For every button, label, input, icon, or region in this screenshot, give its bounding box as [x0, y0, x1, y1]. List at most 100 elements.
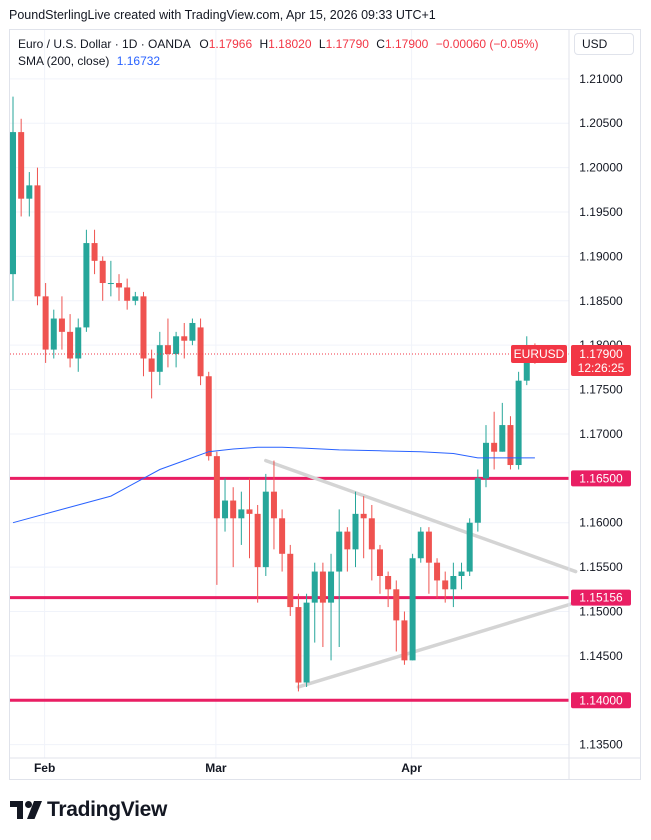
candle-body: [254, 513, 261, 568]
candle-body: [189, 322, 196, 341]
candle-body: [75, 327, 82, 359]
candle-body: [18, 132, 25, 199]
candle-body: [425, 531, 432, 563]
sma-200-line: [12, 446, 535, 524]
level-price-tag: [571, 589, 631, 606]
candlestick-chart[interactable]: 1.21000 1.20500 1.20000 1.19500 1.19000 1.185…: [10, 30, 640, 779]
symbol-tag-label: EURUSD: [514, 347, 565, 361]
candle-body: [213, 456, 220, 519]
candle-body: [116, 283, 123, 288]
x-tick-label: Feb: [34, 761, 55, 775]
chart-legend: Euro / U.S. Dollar · 1D · OANDA O1.17966…: [18, 36, 538, 70]
candle-body: [434, 562, 441, 581]
candle-body: [303, 602, 310, 683]
candle-body: [173, 336, 180, 355]
y-tick-label: 1.17000: [579, 427, 623, 441]
candle-body: [368, 518, 375, 550]
y-tick-label: 1.19000: [579, 249, 623, 263]
x-tick-label: Apr: [401, 761, 422, 775]
candle-body: [34, 185, 41, 297]
candle-body: [124, 287, 131, 301]
y-tick-label: 1.13500: [579, 738, 623, 752]
sma-line: [12, 446, 535, 524]
candle-body: [515, 380, 522, 466]
bar-countdown-label: 12:26:25: [578, 361, 625, 375]
candle-body: [230, 500, 237, 519]
legend-low: 1.17790: [325, 37, 369, 51]
legend-sma-label: SMA (200, close): [18, 54, 110, 68]
candle-body: [417, 531, 424, 559]
candle-body: [262, 491, 269, 568]
candle-body: [328, 571, 335, 603]
legend-close: 1.17900: [384, 37, 429, 51]
candle-body: [181, 336, 188, 341]
candle-body: [393, 589, 400, 621]
candle-body: [26, 185, 33, 199]
candle-body: [319, 571, 326, 603]
candle-body: [58, 318, 65, 332]
candle-body: [360, 513, 367, 519]
tradingview-logo-icon: [10, 801, 42, 819]
candle-body: [482, 442, 489, 479]
candle-body: [450, 576, 457, 590]
y-tick-label: 1.14500: [579, 649, 623, 663]
legend-open-label: O: [199, 37, 209, 51]
legend-high-label: H: [259, 37, 269, 51]
candle-body: [458, 571, 465, 576]
candle-body: [270, 491, 277, 519]
symbol-tag: [511, 345, 567, 364]
candle-body: [442, 580, 449, 590]
candle-body: [10, 132, 16, 275]
legend-sma-value: 1.16732: [116, 54, 161, 68]
y-tick-label: 1.15500: [579, 560, 623, 574]
candle-body: [376, 549, 383, 576]
level-price-label: 1.15156: [579, 591, 623, 605]
candle-body: [140, 296, 147, 359]
currency-button[interactable]: USD: [574, 33, 634, 55]
legend-sma-row: SMA (200, close) 1.16732: [18, 53, 538, 70]
candle-body: [491, 442, 498, 452]
candle-body: [67, 331, 74, 359]
legend-low-label: L: [318, 37, 326, 51]
candle-body: [507, 425, 514, 466]
tradingview-wordmark: TradingView: [47, 798, 168, 821]
candle-body: [385, 576, 392, 590]
candle-body: [344, 531, 351, 550]
triangle-trendline: [264, 458, 578, 574]
y-tick-label: 1.16000: [579, 516, 623, 530]
y-tick-label: 1.20500: [579, 116, 623, 130]
x-tick-label: Mar: [205, 761, 227, 775]
candle-body: [246, 509, 253, 514]
grid: [10, 30, 569, 758]
y-tick-label: 1.18500: [579, 294, 623, 308]
level-price-tag: [571, 692, 631, 709]
y-tick-label: 1.19500: [579, 205, 623, 219]
candle-body: [499, 425, 506, 452]
chart-frame: 1.21000 1.20500 1.20000 1.19500 1.19000 1.185…: [9, 29, 641, 780]
candle-body: [99, 260, 106, 284]
tradingview-brand: TradingView: [10, 798, 167, 822]
triangle-pattern: [264, 458, 578, 689]
candle-body: [295, 607, 302, 683]
legend-high: 1.18020: [268, 37, 312, 51]
candle-body: [279, 518, 286, 554]
candles: [10, 96, 538, 692]
candle-body: [132, 296, 139, 301]
level-price-label: 1.16500: [579, 471, 623, 485]
y-tick-label: 1.15000: [579, 605, 623, 619]
candle-body: [287, 553, 294, 608]
level-price-label: 1.14000: [579, 693, 623, 707]
y-tick-label: 1.20000: [579, 161, 623, 175]
legend-change: −0.00060 (−0.05%): [435, 37, 539, 51]
candle-body: [336, 531, 343, 572]
y-tick-label: 1.21000: [579, 72, 623, 86]
triangle-trendline: [296, 600, 578, 689]
candle-body: [197, 327, 204, 377]
candle-body: [523, 349, 530, 381]
price-tags: 1.16500 1.15156 1.14000 EURUSD 1.1790012:26:…: [511, 345, 631, 709]
candle-body: [164, 345, 171, 355]
price-axis: 1.21000 1.20500 1.20000 1.19500 1.19000 1.185…: [568, 30, 623, 779]
candle-body: [42, 296, 49, 350]
candle-body: [238, 509, 245, 519]
candle-body: [107, 283, 114, 285]
